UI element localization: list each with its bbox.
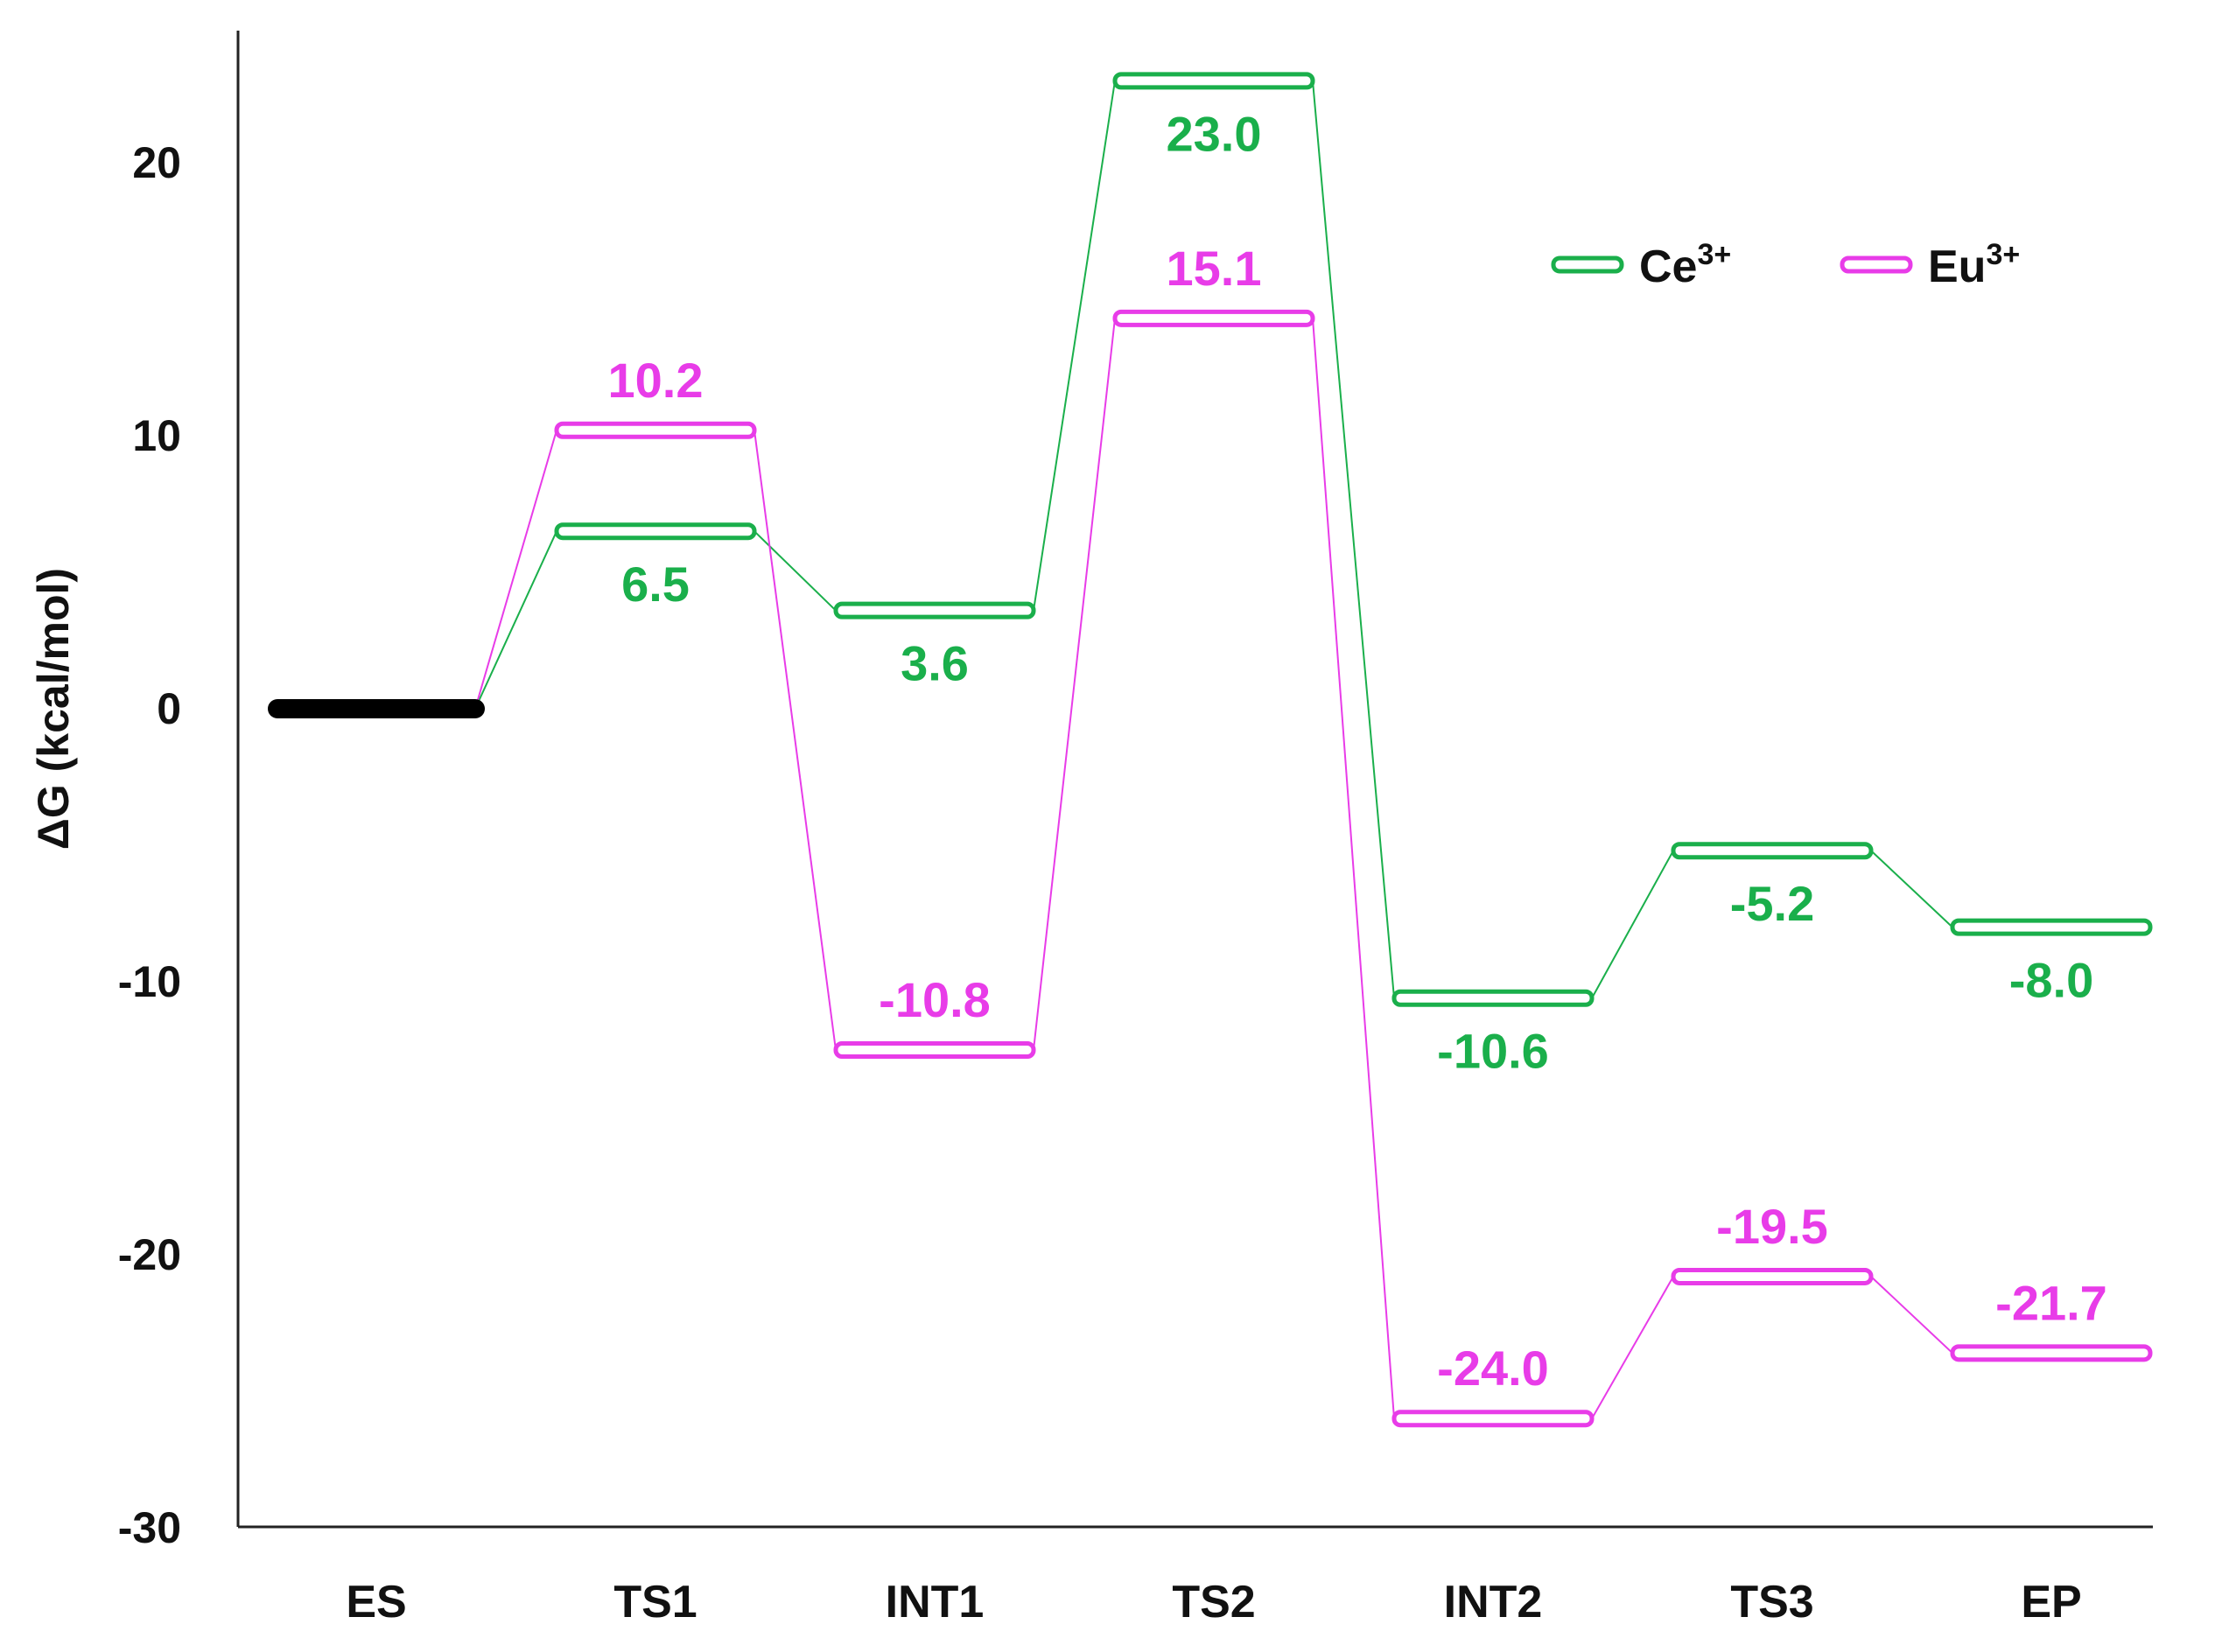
connector-line-ce <box>754 530 837 612</box>
y-tick-label: 0 <box>157 684 181 733</box>
x-category-label: ES <box>346 1577 406 1628</box>
y-axis-title: ΔG (kcal/mol) <box>29 568 78 850</box>
data-label-eu: -21.7 <box>1995 1275 2107 1330</box>
x-category-label: INT2 <box>1444 1577 1543 1628</box>
x-category-label: TS3 <box>1730 1577 1813 1628</box>
legend-label-ce: Ce3+ <box>1639 238 1731 292</box>
level-bar-eu <box>1671 1267 1874 1285</box>
data-label-eu: -19.5 <box>1716 1199 1828 1254</box>
connector-line-eu <box>1033 318 1116 1051</box>
data-label-eu: -24.0 <box>1437 1340 1549 1396</box>
connector-line-eu <box>754 430 837 1051</box>
connector-line-eu <box>474 430 557 710</box>
y-tick-label: 10 <box>132 411 181 460</box>
level-bar-ce <box>1671 842 1874 860</box>
data-label-ce: -8.0 <box>2009 953 2094 1008</box>
level-bar-ce <box>1950 918 2153 936</box>
x-category-label: INT1 <box>886 1577 985 1628</box>
x-category-label: EP <box>2021 1577 2081 1628</box>
level-bar-eu <box>833 1041 1036 1059</box>
connector-line-ce <box>1870 850 1953 928</box>
legend-label-eu: Eu3+ <box>1928 238 2020 292</box>
data-label-eu: 15.1 <box>1167 241 1262 296</box>
legend-swatch-eu <box>1840 256 1913 274</box>
level-bar-ce <box>1112 72 1315 90</box>
data-label-ce: 6.5 <box>621 556 690 612</box>
legend-swatch-ce <box>1551 256 1624 274</box>
y-tick-label: -30 <box>118 1503 181 1552</box>
connector-line-ce <box>1591 850 1674 999</box>
data-label-ce: -5.2 <box>1730 876 1815 931</box>
level-bar-eu <box>1950 1344 2153 1362</box>
level-bar-ce <box>833 601 1036 620</box>
data-label-eu: 10.2 <box>608 353 704 408</box>
x-category-label: TS1 <box>613 1577 697 1628</box>
level-bar-ce <box>1391 989 1595 1007</box>
level-bar-ce <box>554 522 757 541</box>
data-label-ce: 23.0 <box>1167 106 1262 161</box>
connector-line-eu <box>1870 1276 1953 1354</box>
level-bar-eu <box>1391 1410 1595 1428</box>
data-label-ce: -10.6 <box>1437 1024 1549 1079</box>
connector-line-ce <box>1033 80 1116 611</box>
y-tick-label: -10 <box>118 957 181 1006</box>
connector-line-ce <box>1312 80 1395 998</box>
y-tick-label: 20 <box>132 138 181 187</box>
x-category-label: TS2 <box>1172 1577 1255 1628</box>
connector-line-eu <box>1591 1276 1674 1419</box>
connector-line-ce <box>474 530 557 710</box>
connector-line-eu <box>1312 318 1395 1419</box>
data-label-ce: 3.6 <box>901 636 969 691</box>
level-bar-eu <box>1112 309 1315 327</box>
y-tick-label: -20 <box>118 1230 181 1279</box>
level-bar-eu <box>554 421 757 439</box>
data-label-eu: -10.8 <box>879 972 991 1027</box>
